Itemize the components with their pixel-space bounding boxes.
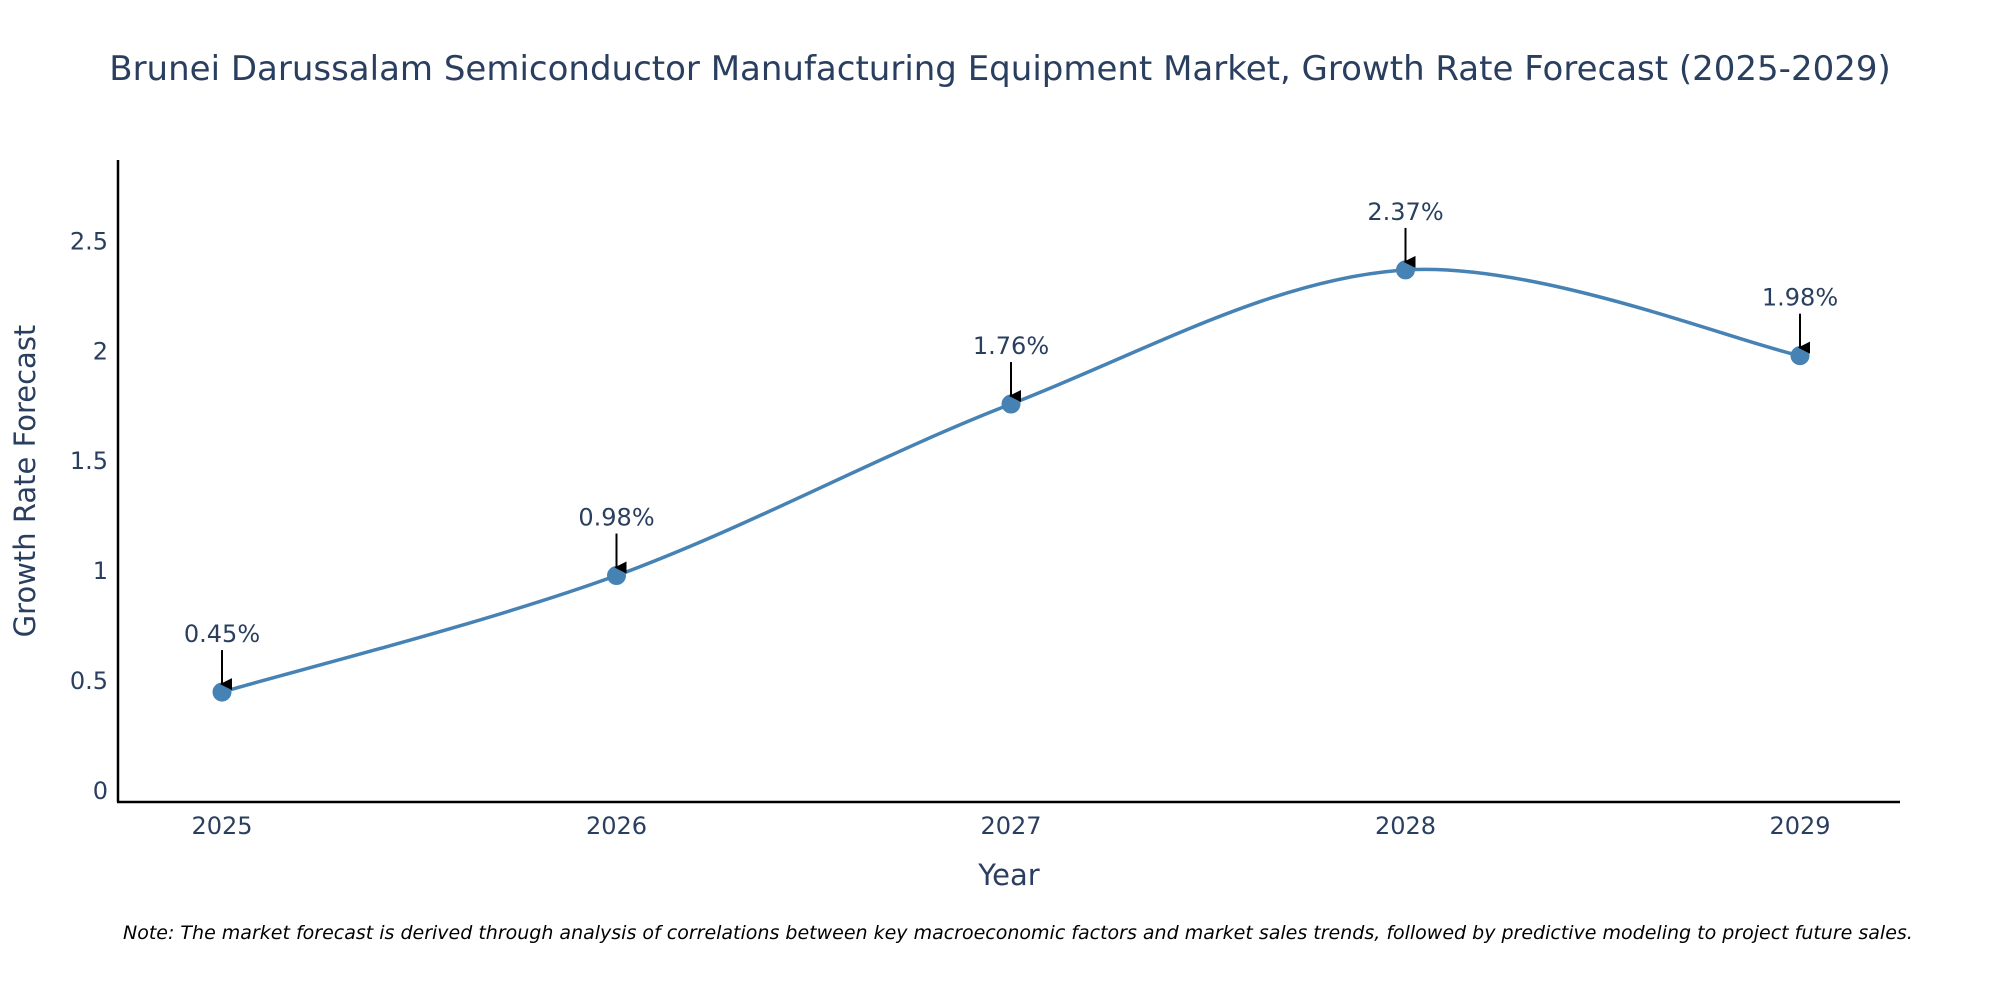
data-point-marker: [1001, 394, 1021, 414]
y-axis-title: Growth Rate Forecast: [8, 325, 42, 638]
data-label: 1.98%: [1762, 284, 1838, 312]
data-point-marker: [1396, 260, 1415, 280]
y-tick-label: 2.5: [70, 227, 108, 255]
y-tick-label: 2: [93, 337, 108, 365]
data-point-marker: [607, 566, 626, 586]
x-axis-title: Year: [977, 858, 1039, 892]
y-tick-label: 0: [93, 777, 108, 805]
x-tick-label: 2028: [1375, 812, 1436, 840]
x-axis-ticks: 2025 2026 2027 2028 2029: [191, 812, 1830, 840]
data-label: 1.76%: [973, 332, 1049, 360]
data-points: [212, 260, 1810, 702]
y-tick-label: 1.5: [70, 447, 108, 475]
chart-title: Brunei Darussalam Semiconductor Manufact…: [109, 49, 1890, 89]
y-tick-label: 1: [93, 557, 108, 585]
data-point-marker: [1790, 346, 1810, 366]
y-axis-ticks: 0 0.5 1 1.5 2 2.5: [70, 227, 108, 805]
x-tick-label: 2029: [1769, 812, 1830, 840]
footnote: Note: The market forecast is derived thr…: [123, 922, 1913, 944]
data-label: 2.37%: [1367, 198, 1443, 226]
data-label: 0.45%: [184, 620, 260, 648]
data-point-marker: [212, 682, 232, 702]
y-tick-label: 0.5: [70, 667, 108, 695]
x-tick-label: 2025: [191, 812, 252, 840]
data-annotations: 0.45% 0.98% 1.76% 2.37% 1.98%: [184, 198, 1838, 691]
x-tick-label: 2026: [586, 812, 647, 840]
data-label: 0.98%: [578, 504, 654, 532]
x-tick-label: 2027: [980, 812, 1041, 840]
